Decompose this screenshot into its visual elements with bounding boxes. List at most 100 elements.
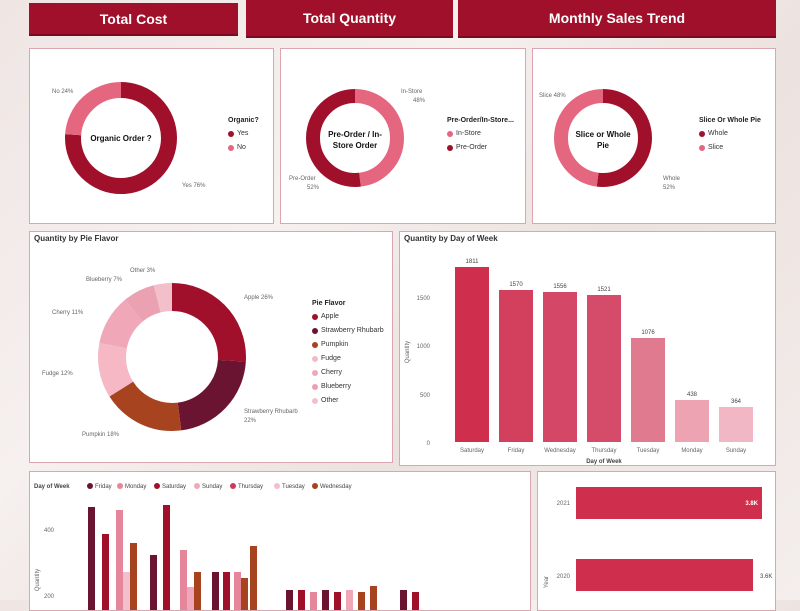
bar[interactable] <box>241 578 248 611</box>
bar-2020[interactable] <box>576 559 753 591</box>
bar-tuesday[interactable] <box>631 338 665 442</box>
bar[interactable] <box>334 592 341 611</box>
year-chart-card[interactable]: Year 2021 3.8K 2020 3.6K <box>537 471 776 611</box>
bar[interactable] <box>180 550 187 611</box>
slice-slice-arc[interactable] <box>554 89 652 187</box>
bar[interactable] <box>298 590 305 611</box>
bar[interactable] <box>102 534 109 611</box>
slice-legend: Slice Or Whole Pie Whole Slice <box>699 117 761 158</box>
preorder-card[interactable]: Pre-Order / In- Store Order In-Store 48%… <box>280 48 526 224</box>
legend-dot <box>312 383 318 390</box>
legend-label[interactable]: Tuesday <box>282 484 305 490</box>
preorder-center-title-2: Store Order <box>333 141 377 150</box>
week-chart-card[interactable]: Day of Week Friday Monday Saturday Sunda… <box>29 471 531 611</box>
bar[interactable] <box>123 572 130 611</box>
flavor-other-arc[interactable] <box>98 283 246 431</box>
bar[interactable] <box>250 546 257 611</box>
preorder-preorder-arc[interactable] <box>306 89 404 187</box>
flavor-pumpkin-arc[interactable] <box>98 283 246 431</box>
flavor-fudge-arc[interactable] <box>98 283 246 431</box>
legend-label: Whole <box>708 130 728 137</box>
day-bar-chart[interactable]: 0 500 1000 1500 Quantity 1811 1570 1556 … <box>400 232 776 466</box>
flavor-annot-strawberry: Strawberry Rhubarb <box>244 409 298 415</box>
bar-value: 1521 <box>597 287 611 293</box>
bar[interactable] <box>370 586 377 611</box>
legend-item[interactable]: Blueberry <box>312 383 384 390</box>
slice-donut[interactable]: Slice or Whole Pie Slice 48% Whole 52% <box>533 49 776 224</box>
bar-sunday[interactable] <box>719 407 753 442</box>
bar[interactable] <box>286 590 293 611</box>
bar[interactable] <box>322 590 329 611</box>
bar[interactable] <box>88 507 95 611</box>
legend-label[interactable]: Monday <box>125 484 146 490</box>
preorder-donut[interactable]: Pre-Order / In- Store Order In-Store 48%… <box>281 49 526 224</box>
legend-label[interactable]: Friday <box>95 484 112 490</box>
legend-label[interactable]: Thursday <box>238 484 263 490</box>
legend-item[interactable]: Whole <box>699 130 761 137</box>
organic-donut[interactable]: Organic Order ? No 24% Yes 76% <box>30 49 274 224</box>
bar-monday[interactable] <box>675 400 709 442</box>
legend-item[interactable]: Other <box>312 397 384 404</box>
legend-label: Pre-Order <box>456 144 488 151</box>
x-tick: Tuesday <box>637 448 660 454</box>
bar-saturday[interactable] <box>455 267 489 442</box>
legend-item[interactable]: Strawberry Rhubarb <box>312 327 384 334</box>
legend-item[interactable]: Pumpkin <box>312 341 384 348</box>
header-monthly-sales-trend[interactable]: Monthly Sales Trend <box>458 0 776 36</box>
header-monthly-sales-trend-label: Monthly Sales Trend <box>548 10 686 26</box>
bar[interactable] <box>163 505 170 611</box>
bar[interactable] <box>130 543 137 611</box>
week-bar-chart[interactable]: Day of Week Friday Monday Saturday Sunda… <box>30 472 531 611</box>
legend-dot <box>312 369 318 376</box>
flavor-card[interactable]: Quantity by Pie Flavor Apple 26% Strawbe… <box>29 231 393 463</box>
bar-friday[interactable] <box>499 290 533 442</box>
legend-item[interactable]: Apple <box>312 313 384 320</box>
bar[interactable] <box>223 572 230 611</box>
flavor-donut[interactable]: Apple 26% Strawberry Rhubarb 22% Pumpkin… <box>30 232 393 463</box>
slice-legend-title: Slice Or Whole Pie <box>699 117 761 124</box>
legend-item[interactable]: Cherry <box>312 369 384 376</box>
bar[interactable] <box>358 592 365 611</box>
bar[interactable] <box>412 592 419 611</box>
legend-label: In-Store <box>456 130 481 137</box>
bar[interactable] <box>234 572 241 611</box>
bar[interactable] <box>116 510 123 611</box>
bar-wednesday[interactable] <box>543 292 577 442</box>
bar[interactable] <box>150 555 157 611</box>
slice-card[interactable]: Slice or Whole Pie Slice 48% Whole 52% S… <box>532 48 776 224</box>
legend-item[interactable]: In-Store <box>447 130 514 137</box>
bar-value: 1811 <box>466 259 480 265</box>
bar-2021[interactable] <box>576 487 762 519</box>
bar[interactable] <box>194 572 201 611</box>
bar-value: 438 <box>687 392 698 398</box>
legend-item[interactable]: Yes <box>228 130 259 137</box>
flavor-legend-title: Pie Flavor <box>312 300 346 307</box>
header-total-cost-label: Total Cost <box>99 10 168 27</box>
organic-card[interactable]: Organic Order ? No 24% Yes 76% Organic? … <box>29 48 274 224</box>
header-total-quantity[interactable]: Total Quantity <box>246 0 453 36</box>
day-chart-ylabel: Quantity <box>405 341 411 363</box>
header-total-cost[interactable]: Total Cost <box>29 3 238 34</box>
bar[interactable] <box>187 587 194 611</box>
legend-item[interactable]: Pre-Order <box>447 144 514 151</box>
day-chart-xlabel: Day of Week <box>586 459 622 465</box>
legend-item[interactable]: No <box>228 144 259 151</box>
bar[interactable] <box>346 590 353 611</box>
day-chart-card[interactable]: Quantity by Day of Week 0 500 1000 1500 … <box>399 231 776 466</box>
day-chart-title: Quantity by Day of Week <box>404 234 498 243</box>
legend-label[interactable]: Wednesday <box>320 484 352 490</box>
bar[interactable] <box>400 590 407 611</box>
legend-item[interactable]: Fudge <box>312 355 384 362</box>
preorder-annot-instore: In-Store <box>401 89 423 95</box>
legend-dot <box>312 341 318 348</box>
year-bar-chart[interactable]: Year 2021 3.8K 2020 3.6K <box>538 472 776 611</box>
flavor-title: Quantity by Pie Flavor <box>34 234 119 243</box>
bar[interactable] <box>310 592 317 611</box>
legend-label[interactable]: Saturday <box>162 484 186 490</box>
bar[interactable] <box>212 572 219 611</box>
bar-thursday[interactable] <box>587 295 621 442</box>
legend-label[interactable]: Sunday <box>202 484 222 490</box>
organic-no-arc[interactable] <box>65 82 177 194</box>
bar-value: 1570 <box>509 282 523 288</box>
legend-item[interactable]: Slice <box>699 144 761 151</box>
